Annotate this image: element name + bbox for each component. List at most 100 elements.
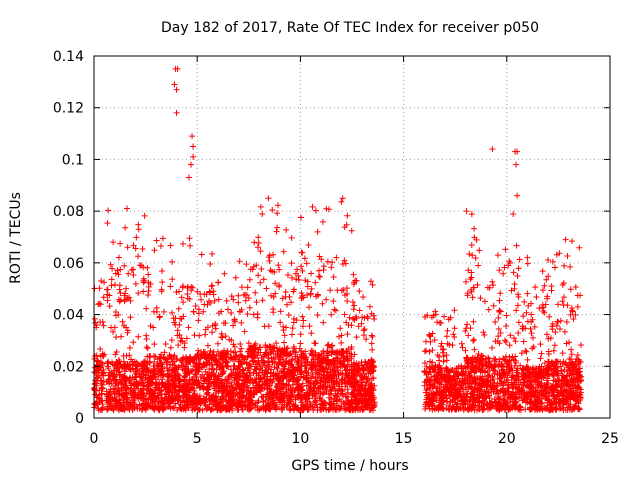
data-point	[97, 346, 104, 353]
data-point	[189, 407, 196, 414]
data-point	[168, 389, 175, 396]
data-point	[299, 313, 306, 320]
data-point	[515, 330, 522, 337]
data-point	[206, 288, 213, 295]
data-point	[246, 276, 253, 283]
data-point	[224, 306, 231, 313]
data-point	[466, 251, 473, 258]
data-point	[166, 366, 173, 373]
data-point	[228, 366, 235, 373]
data-point	[568, 346, 575, 353]
data-point	[226, 336, 233, 343]
data-point	[257, 203, 264, 210]
data-point	[195, 317, 202, 324]
data-point	[312, 279, 319, 286]
data-point	[116, 390, 123, 397]
data-point	[462, 327, 469, 334]
data-point	[524, 260, 531, 267]
data-point	[175, 342, 182, 349]
data-point	[104, 403, 111, 410]
data-point	[235, 292, 242, 299]
data-point	[324, 258, 331, 265]
data-point	[156, 355, 163, 362]
data-point	[114, 365, 121, 372]
data-point	[300, 317, 307, 324]
data-point	[560, 294, 567, 301]
data-point	[369, 333, 376, 340]
data-point	[181, 365, 188, 372]
data-point	[529, 334, 536, 341]
data-point	[344, 331, 351, 338]
data-point	[289, 331, 296, 338]
data-point	[252, 289, 259, 296]
data-point	[128, 382, 135, 389]
data-point	[127, 366, 134, 373]
data-point	[293, 276, 300, 283]
data-point	[551, 342, 558, 349]
data-point	[108, 324, 115, 331]
data-point	[171, 367, 178, 374]
data-point	[331, 306, 338, 313]
data-point	[229, 394, 236, 401]
data-point	[121, 377, 128, 384]
data-point	[143, 344, 150, 351]
data-point	[167, 403, 174, 410]
data-point	[146, 391, 153, 398]
data-point	[489, 344, 496, 351]
data-point	[152, 398, 159, 405]
data-point	[481, 298, 488, 305]
data-point	[368, 332, 375, 339]
data-point	[470, 318, 477, 325]
data-point	[135, 226, 142, 233]
data-point	[124, 399, 131, 406]
data-point	[263, 285, 270, 292]
data-point	[139, 246, 146, 253]
data-point	[152, 373, 159, 380]
data-point	[221, 404, 228, 411]
data-point	[126, 352, 133, 359]
data-point	[190, 380, 197, 387]
data-point	[186, 235, 193, 242]
data-point	[349, 299, 356, 306]
data-point	[203, 291, 210, 298]
data-point	[169, 258, 176, 265]
data-point	[350, 271, 357, 278]
data-point	[180, 406, 187, 413]
data-point	[576, 244, 583, 251]
data-point	[257, 279, 264, 286]
data-point	[245, 295, 252, 302]
data-point	[119, 363, 126, 370]
data-point	[99, 385, 106, 392]
data-point	[212, 325, 219, 332]
data-point	[128, 267, 135, 274]
data-point	[229, 407, 236, 414]
data-point	[209, 329, 216, 336]
data-point	[574, 303, 581, 310]
data-point	[94, 364, 101, 371]
data-point	[468, 274, 475, 281]
data-point	[167, 395, 174, 402]
data-point	[111, 281, 118, 288]
data-point	[506, 342, 513, 349]
data-point	[246, 304, 253, 311]
data-point	[110, 328, 117, 335]
data-point	[159, 363, 166, 370]
data-point	[304, 291, 311, 298]
data-point	[464, 321, 471, 328]
data-point	[132, 374, 139, 381]
data-point	[261, 323, 268, 330]
data-point	[159, 268, 166, 275]
data-point	[217, 350, 224, 357]
data-point	[200, 360, 207, 367]
data-point	[130, 266, 137, 273]
data-point	[232, 274, 239, 281]
data-point	[231, 317, 238, 324]
data-point	[242, 297, 249, 304]
data-point	[112, 270, 119, 277]
data-point	[339, 261, 346, 268]
data-point	[297, 331, 304, 338]
data-point	[309, 203, 316, 210]
data-point	[323, 296, 330, 303]
data-point	[174, 332, 181, 339]
data-point	[288, 274, 295, 281]
